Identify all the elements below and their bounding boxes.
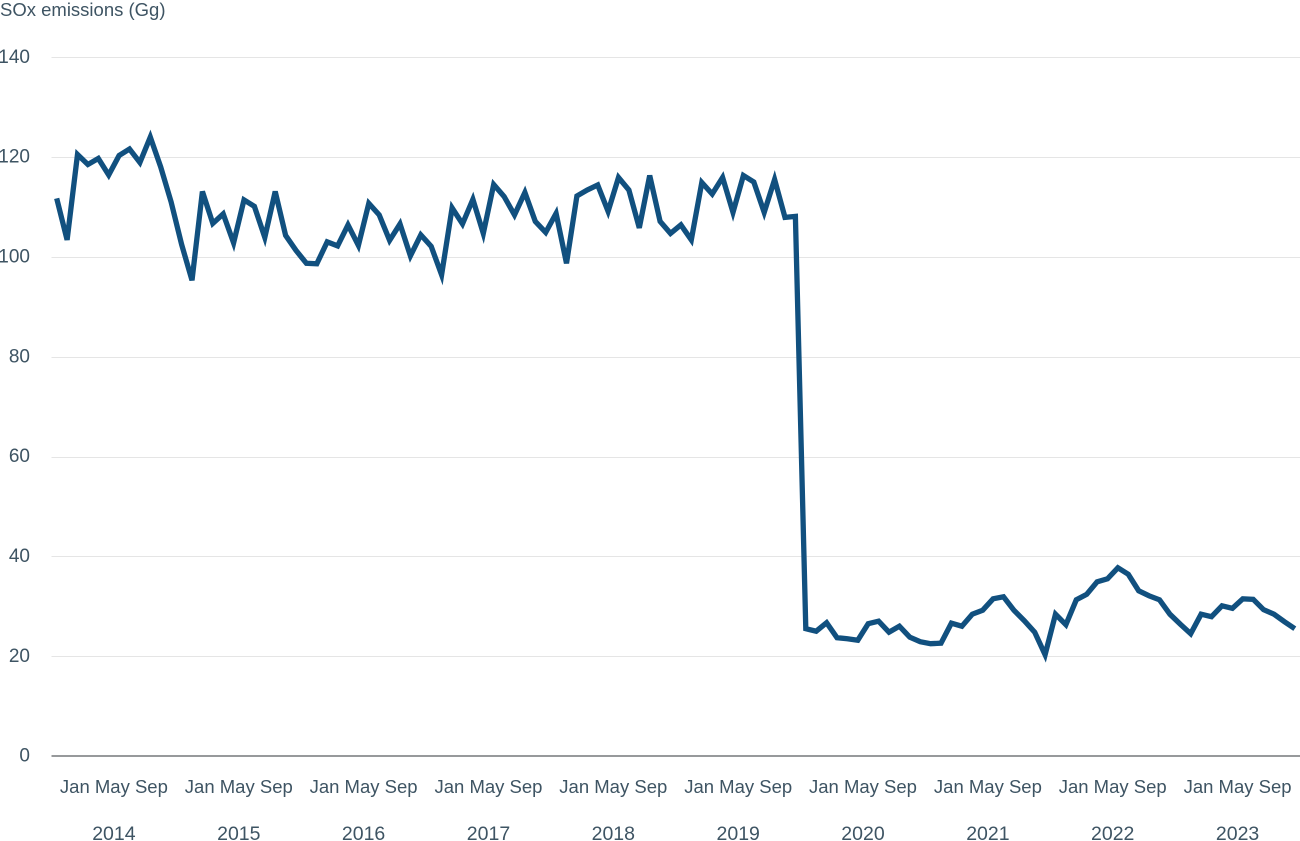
svg-text:2018: 2018 [592, 823, 635, 841]
svg-text:2022: 2022 [1091, 823, 1134, 841]
svg-text:80: 80 [9, 346, 30, 367]
svg-text:Jan May Sep: Jan May Sep [185, 776, 293, 797]
svg-text:Jan May Sep: Jan May Sep [934, 776, 1042, 797]
svg-text:20: 20 [9, 646, 30, 667]
svg-text:SOx emissions (Gg): SOx emissions (Gg) [0, 0, 166, 20]
svg-text:40: 40 [9, 546, 30, 567]
svg-text:2021: 2021 [966, 823, 1009, 841]
svg-text:2017: 2017 [467, 823, 510, 841]
svg-text:2020: 2020 [841, 823, 885, 841]
svg-text:2019: 2019 [717, 823, 760, 841]
svg-text:Jan May Sep: Jan May Sep [809, 776, 917, 797]
svg-text:Jan May Sep: Jan May Sep [60, 776, 168, 797]
svg-text:2023: 2023 [1216, 823, 1259, 841]
svg-text:Jan May Sep: Jan May Sep [559, 776, 667, 797]
svg-text:140: 140 [0, 47, 30, 68]
svg-text:2015: 2015 [217, 823, 261, 841]
svg-text:0: 0 [19, 746, 30, 767]
svg-text:2016: 2016 [342, 823, 385, 841]
svg-text:2014: 2014 [92, 823, 136, 841]
svg-text:120: 120 [0, 147, 30, 168]
svg-text:Jan May Sep: Jan May Sep [1184, 776, 1292, 797]
svg-text:100: 100 [0, 247, 30, 268]
svg-text:Jan May Sep: Jan May Sep [310, 776, 418, 797]
svg-text:60: 60 [9, 446, 30, 467]
svg-text:Jan May Sep: Jan May Sep [684, 776, 792, 797]
svg-text:Jan May Sep: Jan May Sep [1059, 776, 1167, 797]
svg-text:Jan May Sep: Jan May Sep [435, 776, 543, 797]
